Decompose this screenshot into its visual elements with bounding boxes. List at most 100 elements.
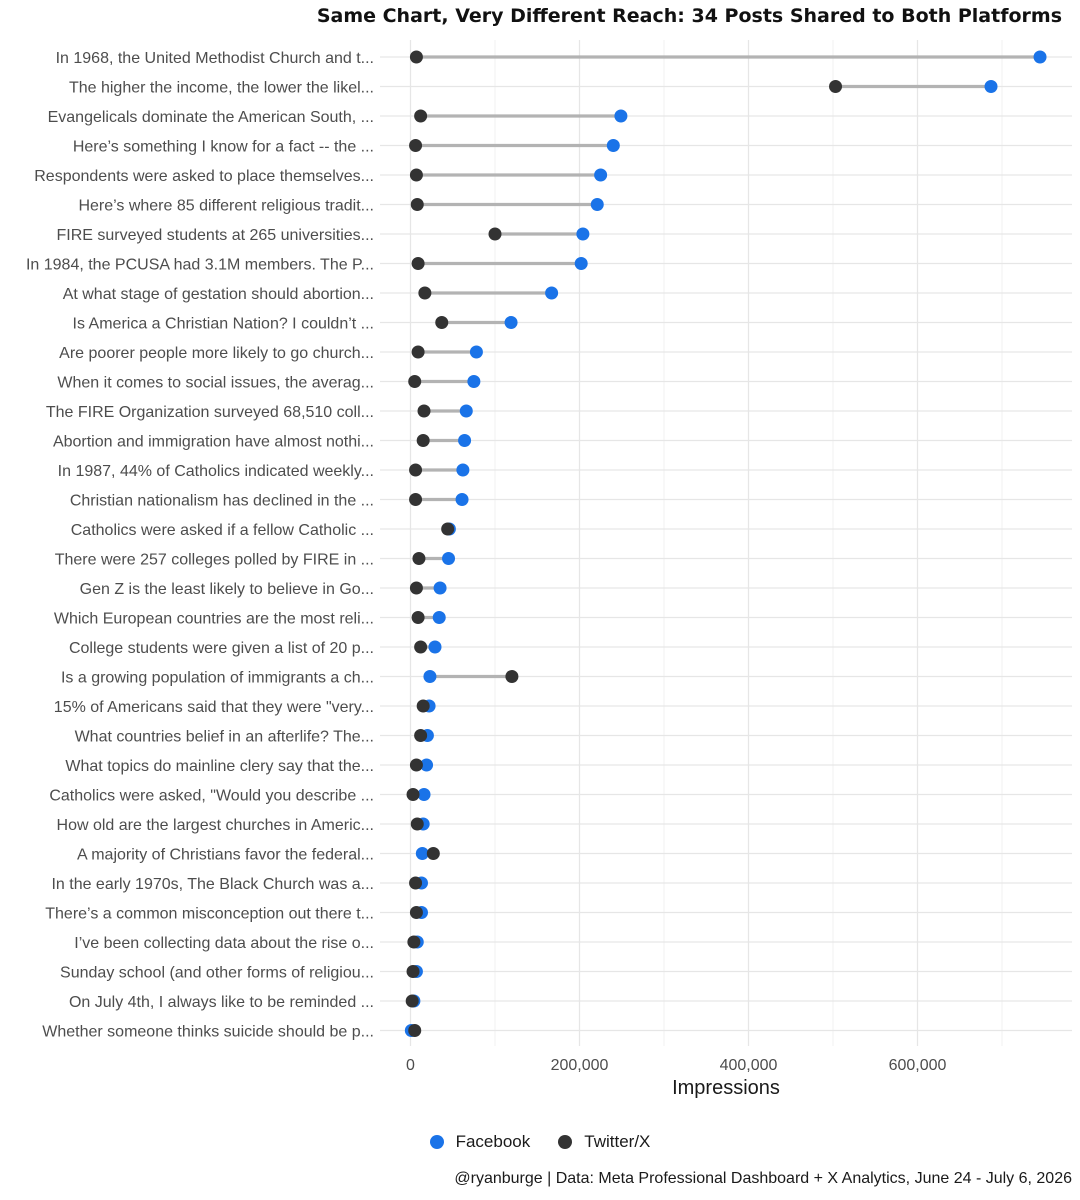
post-label: Christian nationalism has declined in th… (70, 493, 374, 510)
facebook-point (590, 198, 604, 211)
twitter-point (411, 257, 425, 270)
post-label: In the early 1970s, The Black Church was… (51, 876, 374, 893)
facebook-point (545, 286, 559, 300)
facebook-point (606, 139, 620, 152)
post-label: At what stage of gestation should aborti… (63, 286, 374, 303)
legend-label-twitter: Twitter/X (584, 1132, 651, 1151)
facebook-point (415, 847, 429, 860)
twitter-point (505, 670, 519, 683)
twitter-point (407, 935, 421, 949)
facebook-point (467, 375, 481, 388)
x-tick-label: 0 (406, 1057, 415, 1074)
facebook-point (574, 257, 588, 270)
twitter-point (410, 817, 424, 831)
connector-lines (411, 55, 1041, 1033)
post-label: Abortion and immigration have almost not… (53, 434, 374, 451)
twitter-point (406, 788, 420, 801)
facebook-point (504, 316, 518, 329)
facebook-point (433, 581, 447, 595)
facebook-point (455, 493, 469, 506)
twitter-point (409, 493, 423, 506)
x-axis-title: Impressions (672, 1077, 780, 1099)
caption: @ryanburge | Data: Meta Professional Das… (454, 1170, 1072, 1187)
post-label: Sunday school (and other forms of religi… (60, 965, 374, 982)
post-label: FIRE surveyed students at 265 universiti… (57, 227, 374, 244)
post-label: Gen Z is the least likely to believe in … (80, 581, 374, 598)
twitter-point (829, 80, 843, 93)
post-label: In 1987, 44% of Catholics indicated week… (58, 463, 374, 480)
facebook-point (442, 552, 456, 565)
facebook-point (432, 611, 446, 624)
twitter-point (410, 198, 424, 211)
facebook-point (984, 80, 998, 93)
legend-swatch-twitter (558, 1135, 573, 1149)
post-label: Catholics were asked if a fellow Catholi… (71, 522, 374, 539)
post-label: Respondents were asked to place themselv… (34, 168, 374, 185)
post-label: Evangelicals dominate the American South… (48, 109, 374, 126)
facebook-point (458, 434, 472, 447)
twitter-point (435, 316, 449, 329)
post-label: 15% of Americans said that they were "ve… (54, 699, 374, 716)
legend-item-twitter: Twitter/X (558, 1132, 650, 1152)
twitter-point (488, 227, 502, 241)
post-label: Is America a Christian Nation? I couldn’… (73, 316, 374, 333)
x-tick-label: 200,000 (551, 1057, 609, 1074)
twitter-point (418, 286, 432, 300)
facebook-point (594, 168, 608, 182)
twitter-point (408, 375, 422, 388)
twitter-point (405, 994, 419, 1008)
post-label: There were 257 colleges polled by FIRE i… (55, 552, 374, 569)
y-axis-labels: In 1968, the United Methodist Church and… (26, 50, 374, 1041)
post-label: How old are the largest churches in Amer… (57, 817, 374, 834)
twitter-point (426, 847, 440, 860)
facebook-point (469, 345, 483, 359)
facebook-point (428, 640, 442, 654)
post-label: Here’s where 85 different religious trad… (78, 198, 374, 215)
post-label: There’s a common misconception out there… (45, 906, 374, 923)
twitter-point (409, 463, 423, 477)
twitter-point (411, 611, 425, 624)
major-gridlines (409, 40, 919, 1046)
post-label: The FIRE Organization surveyed 68,510 co… (46, 404, 374, 421)
twitter-point (414, 729, 428, 742)
legend: Facebook Twitter/X (0, 1131, 1080, 1153)
post-label: In 1968, the United Methodist Church and… (56, 50, 374, 67)
facebook-point (614, 109, 628, 123)
twitter-point (409, 581, 423, 595)
twitter-point (441, 522, 455, 536)
facebook-points (404, 50, 1047, 1037)
twitter-point (409, 50, 423, 64)
twitter-point (408, 1024, 422, 1037)
post-label: College students were given a list of 20… (69, 640, 374, 657)
twitter-point (417, 404, 431, 418)
minor-gridlines (494, 40, 1003, 1046)
post-label: Whether someone thinks suicide should be… (42, 1024, 374, 1041)
legend-label-facebook: Facebook (455, 1132, 531, 1151)
twitter-point (412, 552, 426, 565)
x-tick-label: 600,000 (889, 1057, 947, 1074)
post-label: Here’s something I know for a fact -- th… (73, 139, 374, 156)
facebook-point (1033, 50, 1047, 64)
post-label: Is a growing population of immigrants a … (61, 670, 374, 687)
twitter-point (409, 906, 423, 919)
twitter-point (406, 965, 420, 978)
twitter-point (409, 758, 423, 772)
post-label: Which European countries are the most re… (54, 611, 374, 628)
post-label: What topics do mainline clery say that t… (65, 758, 374, 775)
post-label: Catholics were asked, "Would you describ… (49, 788, 374, 805)
twitter-point (409, 876, 423, 890)
post-label: A majority of Christians favor the feder… (77, 847, 374, 864)
x-axis-tick-labels: 0 200,000 400,000 600,000 (406, 1057, 946, 1074)
facebook-point (576, 227, 590, 241)
post-label: The higher the income, the lower the lik… (69, 80, 374, 97)
facebook-point (420, 758, 434, 772)
twitter-point (409, 168, 423, 182)
legend-item-facebook: Facebook (429, 1132, 531, 1152)
chart-title: Same Chart, Very Different Reach: 34 Pos… (316, 5, 1062, 27)
post-label: In 1984, the PCUSA had 3.1M members. The… (26, 257, 374, 274)
facebook-point (423, 670, 437, 683)
twitter-point (411, 345, 425, 359)
facebook-point (456, 463, 470, 477)
twitter-point (416, 434, 430, 447)
post-label: On July 4th, I always like to be reminde… (69, 994, 374, 1011)
